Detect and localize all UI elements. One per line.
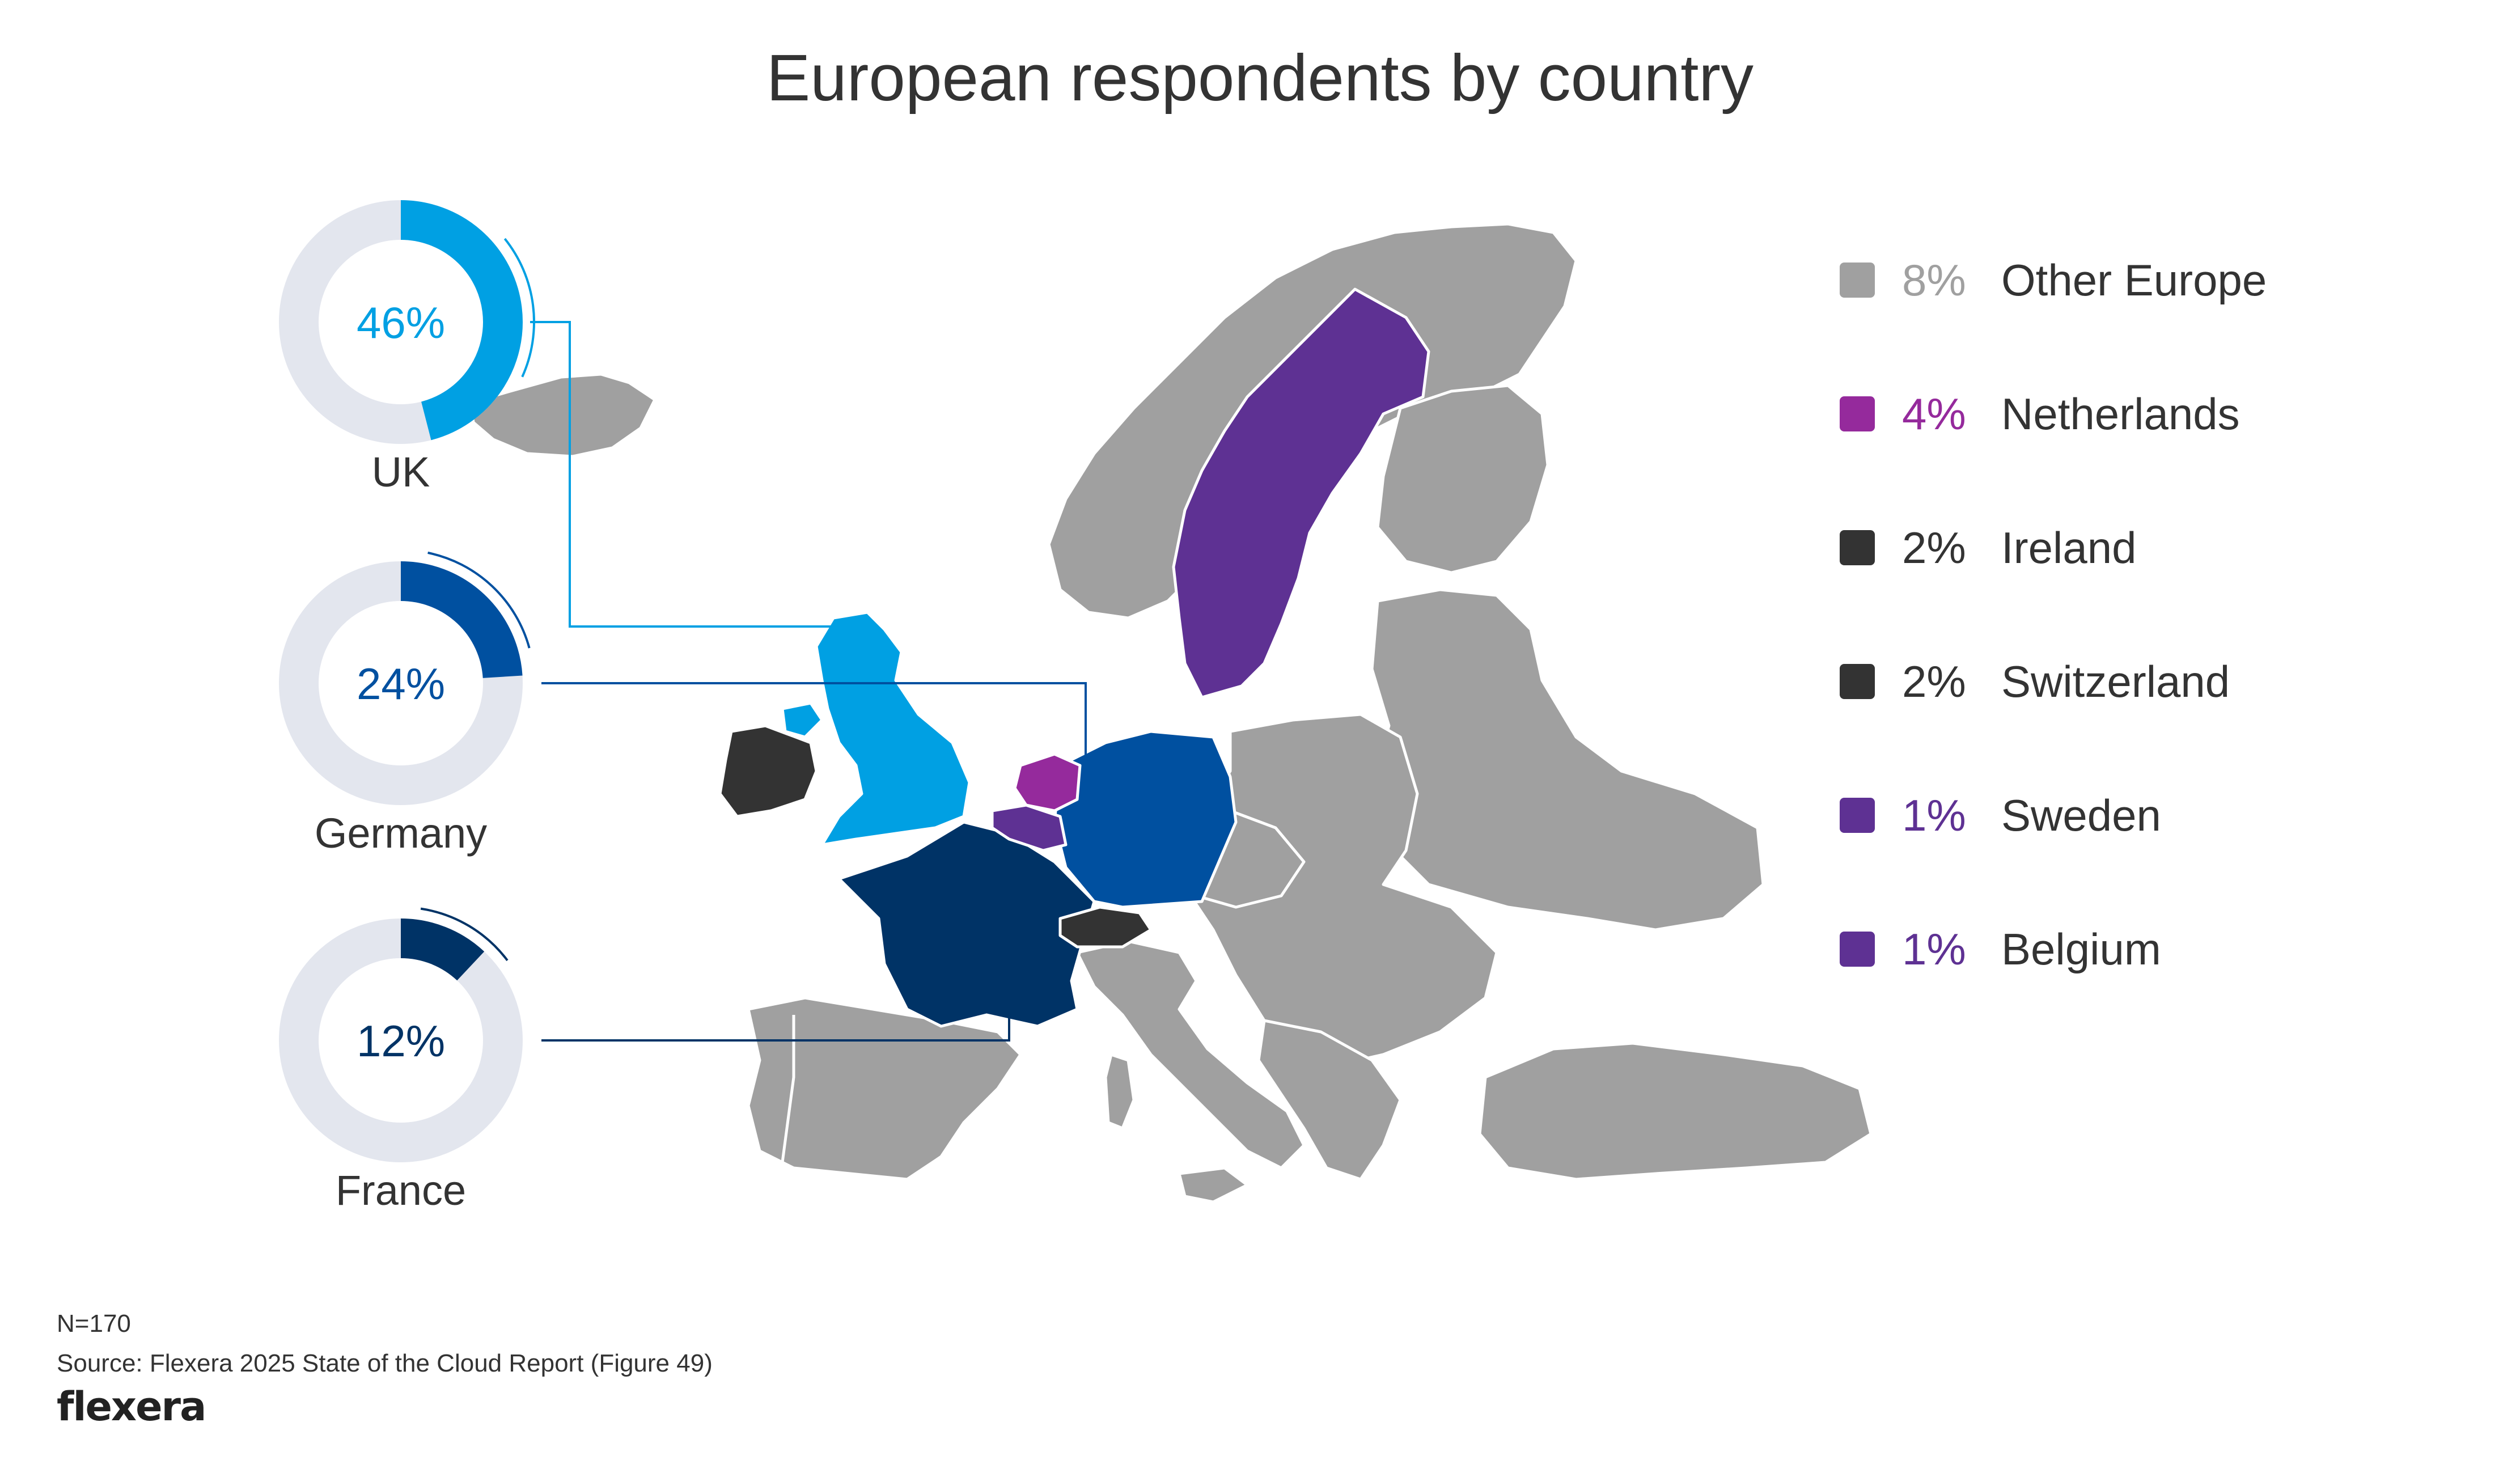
map-uk [815,611,971,846]
connector-uk [530,321,839,628]
legend-percent: 2% [1902,523,1966,573]
chart-title: European respondents by country [766,41,1754,115]
donut-label-uk: UK [372,448,430,496]
legend-swatch [1840,664,1875,699]
map-switzerland [1058,905,1153,949]
legend-swatch [1840,396,1875,431]
donut-charts: 46% UK 24% Germany 12% France [279,200,535,1214]
donut-segment-germany [400,561,523,679]
connector-lines [530,321,1087,1042]
donut-germany: 24% Germany [279,551,531,857]
map-netherlands [1013,752,1082,812]
footer: N=170 Source: Flexera 2025 State of the … [57,1304,713,1383]
donut-bracket [427,551,531,649]
legend-percent: 1% [1902,924,1966,974]
legend-item-switzerland: 2% Switzerland [1840,657,2230,706]
legend-swatch [1840,263,1875,298]
map-northern-ireland [781,701,824,739]
flexera-logo: flexera [57,1383,206,1430]
donut-value-france: 12% [357,1016,445,1066]
legend-name: Ireland [2001,523,2137,573]
legend-swatch [1840,530,1875,565]
map-italy [1075,939,1306,1170]
map-turkey [1478,1042,1873,1181]
donut-value-uk: 46% [357,298,445,348]
source-note: Source: Flexera 2025 State of the Cloud … [57,1349,713,1377]
connector-france [541,1015,1010,1042]
legend-item-belgium: 1% Belgium [1840,924,2161,974]
legend-percent: 1% [1902,790,1966,840]
donut-value-germany: 24% [357,659,445,709]
donut-uk: 46% UK [279,200,535,496]
donut-france: 12% France [279,907,523,1214]
legend-name: Other Europe [2001,255,2267,305]
legend-name: Switzerland [2001,657,2230,706]
legend-item-netherlands: 4% Netherlands [1840,389,2240,439]
donut-label-france: France [336,1167,466,1214]
map-ireland [718,724,818,818]
map-germany [1053,730,1238,909]
donut-bracket [420,907,509,962]
sample-size: N=170 [57,1310,131,1337]
donut-label-germany: Germany [315,810,487,857]
legend-name: Netherlands [2001,389,2240,439]
map-sicily [1178,1166,1249,1204]
legend-name: Belgium [2001,924,2161,974]
legend-percent: 2% [1902,657,1966,706]
legend-percent: 4% [1902,389,1966,439]
legend-item-ireland: 2% Ireland [1840,523,2137,573]
donut-segment-france [400,918,485,981]
legend-swatch [1840,798,1875,833]
legend-percent: 8% [1902,255,1966,305]
map-east-grey [1370,588,1765,932]
legend: 8% Other Europe 4% Netherlands 2% Ireland 2% Sw… [1840,255,2267,974]
connector-germany [541,682,1087,765]
europe-map [469,222,1873,1204]
map-balkans-grey [1257,1019,1402,1181]
legend-item-other-europe: 8% Other Europe [1840,255,2267,305]
map-finland [1376,384,1549,574]
legend-name: Sweden [2001,790,2161,840]
map-france [837,820,1096,1028]
map-portugal-border [781,1015,795,1163]
map-belgium [990,803,1068,852]
map-sweden [1172,287,1430,699]
legend-swatch [1840,932,1875,967]
map-iberia [747,996,1022,1181]
legend-item-sweden: 1% Sweden [1840,790,2161,840]
map-iceland [469,373,657,458]
donut-segment-uk [400,200,523,441]
donut-bracket [503,238,535,378]
map-sardinia [1104,1053,1136,1130]
